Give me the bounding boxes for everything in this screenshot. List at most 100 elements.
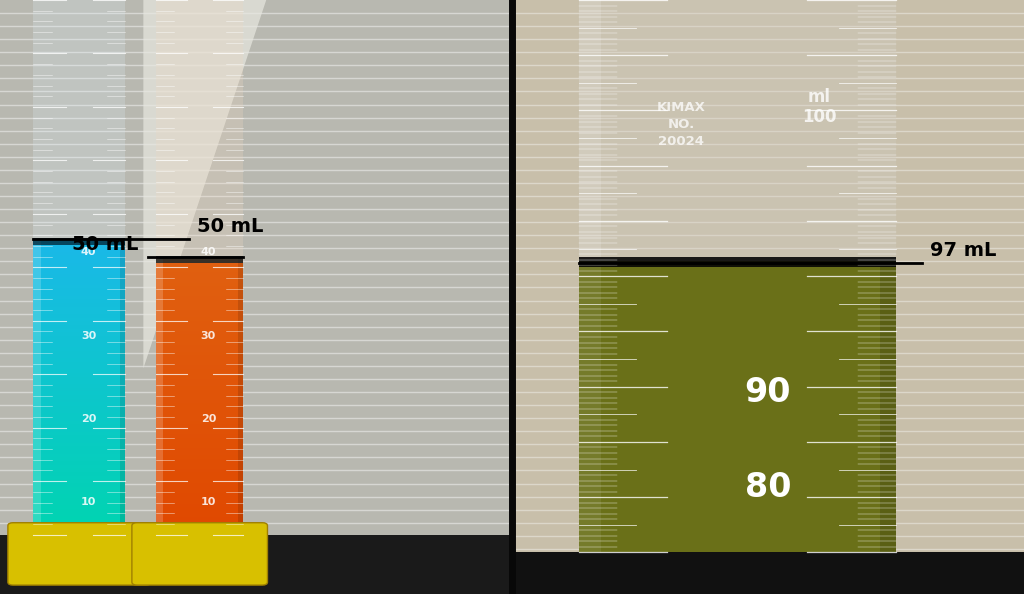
Bar [579,526,896,530]
Bar [579,465,896,469]
Bar [156,486,244,489]
Bar [156,337,244,341]
Bar [33,361,125,365]
Bar [156,454,244,459]
Bar [579,352,896,356]
Bar [156,451,244,455]
Bar [156,444,244,448]
Bar [579,545,896,549]
Bar [156,524,244,527]
Bar [156,296,244,300]
Bar [156,458,244,462]
Bar [156,527,244,531]
Bar [579,519,896,523]
Bar [33,475,125,479]
Bar [579,326,896,330]
Bar [579,362,896,367]
Bar [33,416,125,421]
Bar [33,431,125,435]
Bar [33,508,125,513]
Bar [579,512,896,516]
Bar [156,309,244,314]
Bar [33,284,125,288]
Bar [579,319,896,323]
Bar [512,0,1024,594]
Text: 80: 80 [744,470,792,504]
Bar [33,387,125,391]
Bar [579,530,896,534]
Bar [156,275,244,279]
Bar [156,358,244,362]
Bar [579,275,896,280]
Bar [33,446,125,450]
Bar [579,0,896,261]
Bar [156,361,244,365]
FancyBboxPatch shape [132,523,267,585]
Bar [156,413,244,417]
Bar [579,290,896,294]
Bar [579,392,896,396]
Bar [33,365,125,369]
Bar [0,535,512,594]
Bar [33,244,125,248]
Bar [579,355,896,359]
Bar [33,324,125,329]
Bar [33,273,125,277]
Text: 20: 20 [201,414,216,424]
Bar [156,382,244,386]
Bar [33,402,125,406]
Bar [156,416,244,421]
Bar [33,314,125,318]
Bar [33,280,125,285]
Bar [156,261,244,266]
Bar [579,537,896,542]
Bar [156,510,244,514]
Bar [156,341,244,345]
Bar [156,368,244,372]
Bar [33,262,125,266]
Bar [238,258,244,535]
Bar [579,341,896,345]
Bar [33,328,125,333]
Bar [579,286,896,290]
Bar [579,257,896,267]
Bar [156,344,244,348]
Bar [579,533,896,538]
Bar [156,462,244,466]
Bar [33,435,125,439]
Bar [579,297,896,301]
Text: 50 mL: 50 mL [72,235,138,254]
Bar [33,472,125,476]
Bar [579,261,601,552]
Bar [579,359,896,363]
Bar [579,370,896,374]
Bar [33,372,125,377]
Bar [156,472,244,476]
Bar [33,336,125,340]
Bar [579,388,896,392]
Bar [33,302,125,307]
Bar [579,428,896,432]
Bar [33,306,125,311]
Bar [579,435,896,440]
Bar [579,323,896,327]
Bar [33,501,125,505]
Bar [33,0,125,241]
Bar [156,431,244,434]
Bar [33,277,125,281]
Bar [33,241,41,535]
Bar [156,437,244,441]
Bar [579,304,896,309]
Bar [579,432,896,436]
Bar [579,315,896,320]
Bar [579,425,896,429]
Bar [156,386,244,390]
Bar [156,323,244,327]
Bar [33,523,125,527]
Bar [579,330,896,334]
Text: 90: 90 [744,375,792,409]
Bar [0,0,512,594]
Bar [33,442,125,447]
Bar [33,482,125,487]
Bar [156,271,244,276]
